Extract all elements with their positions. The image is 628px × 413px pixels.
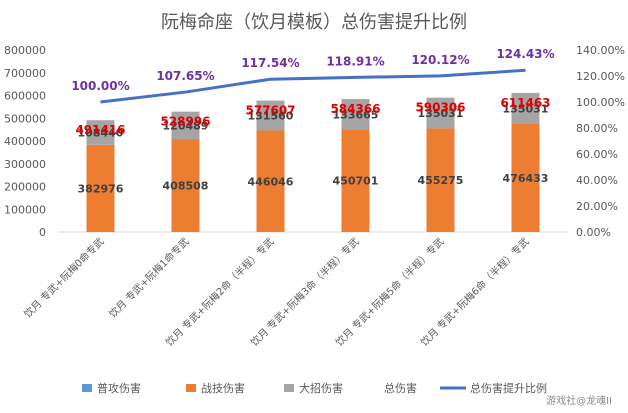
legend-label: 战技伤害	[201, 381, 245, 395]
bar-value-label: 455275	[418, 174, 464, 187]
y-right-tick-label: 80.00%	[576, 122, 618, 135]
y-right-tick-label: 140.00%	[576, 44, 625, 57]
bar-value-label: 108440	[78, 127, 124, 140]
bar-ult-segment	[256, 100, 285, 131]
bar-skill-segment	[511, 123, 540, 232]
x-category-label: 饮月 专武+阮梅0命专武	[21, 235, 107, 321]
legend-label: 总伤害	[384, 381, 417, 395]
y-left-tick-label: 700000	[4, 67, 46, 80]
y-right-tick-label: 100.00%	[576, 96, 625, 109]
total-damage-label: 577607	[245, 104, 295, 118]
legend-swatch	[82, 384, 92, 392]
y-left-tick-label: 300000	[4, 158, 46, 171]
legend-swatch	[186, 384, 196, 392]
y-right-tick-label: 20.00%	[576, 200, 618, 213]
bar-skill-segment	[86, 144, 115, 232]
bar-value-label: 131560	[248, 110, 294, 123]
ratio-label: 124.43%	[496, 47, 554, 61]
legend-label: 普攻伤害	[97, 381, 141, 395]
y-right-tick-label: 60.00%	[576, 148, 618, 161]
legend-label: 总伤害提升比例	[470, 381, 547, 395]
y-left-tick-label: 500000	[4, 112, 46, 125]
y-right-tick-label: 0.00%	[576, 226, 611, 239]
x-category-label: 饮月 专武+阮梅1命专武	[106, 235, 192, 321]
bar-skill-segment	[341, 129, 370, 232]
y-left-tick-label: 600000	[4, 90, 46, 103]
total-damage-label: 528996	[160, 115, 210, 129]
bar-ult-segment	[86, 120, 115, 145]
bar-skill-segment	[426, 128, 455, 232]
bar-ult-segment	[171, 111, 200, 140]
watermark-text: 游戏社@龙魂II	[546, 394, 612, 407]
bar-ult-segment	[341, 99, 370, 130]
chart-title: 阮梅命座（饮月模板）总伤害提升比例	[161, 12, 467, 33]
ratio-label: 120.12%	[411, 53, 469, 67]
bar-ult-segment	[426, 97, 455, 129]
legend-swatch	[284, 384, 294, 392]
bar-value-label: 120489	[163, 119, 209, 132]
ratio-label: 117.54%	[241, 56, 299, 70]
y-left-tick-label: 0	[39, 226, 46, 239]
bar-value-label: 382976	[78, 182, 124, 195]
ratio-line	[100, 68, 526, 104]
bar-value-label: 135031	[503, 102, 549, 115]
ratio-label: 100.00%	[71, 79, 129, 93]
bar-value-label: 135031	[418, 107, 464, 120]
bar-value-label: 450701	[333, 175, 379, 188]
bar-value-label: 133665	[333, 108, 379, 121]
y-left-tick-label: 200000	[4, 181, 46, 194]
total-damage-label: 491416	[75, 123, 125, 137]
y-left-tick-label: 400000	[4, 135, 46, 148]
bar-value-label: 408508	[163, 180, 209, 193]
bar-value-label: 446046	[248, 175, 294, 188]
bar-skill-segment	[256, 130, 285, 232]
y-left-tick-label: 800000	[4, 44, 46, 57]
bar-value-label: 476433	[503, 172, 549, 185]
total-damage-label: 590306	[415, 101, 465, 115]
ratio-label: 107.65%	[156, 69, 214, 83]
y-right-tick-label: 40.00%	[576, 174, 618, 187]
bar-skill-segment	[171, 139, 200, 232]
y-left-tick-label: 100000	[4, 203, 46, 216]
y-right-tick-label: 120.00%	[576, 70, 625, 83]
bar-ult-segment	[511, 92, 540, 124]
total-damage-label: 611463	[500, 96, 550, 110]
legend-label: 大招伤害	[299, 381, 343, 395]
ratio-label: 118.91%	[326, 54, 384, 68]
total-damage-label: 584366	[330, 102, 380, 116]
